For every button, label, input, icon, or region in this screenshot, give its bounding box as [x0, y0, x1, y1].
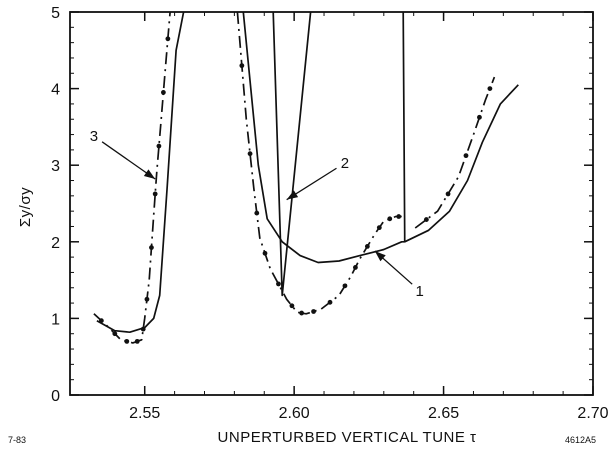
y-tick-label: 4	[51, 82, 60, 99]
series-3-dot	[165, 36, 171, 42]
annotation-arrowhead-2	[286, 190, 299, 200]
series-3-dot	[156, 143, 162, 149]
curve-label-1: 1	[415, 283, 423, 300]
dot-markers	[98, 36, 493, 344]
series-3-dot	[311, 309, 316, 314]
series-3-dot	[112, 331, 118, 337]
y-tick-label: 0	[51, 388, 60, 405]
series-3-dot	[445, 191, 451, 197]
series-3-dot	[353, 265, 358, 270]
series-3-line	[236, 12, 402, 315]
series-3-dot	[140, 326, 146, 332]
series-3-dot	[160, 90, 166, 95]
annotation-arrowhead-1	[374, 250, 386, 262]
series-3-dot	[342, 283, 348, 289]
y-axis-ticks: 0 1 2 3 4 5	[51, 5, 593, 405]
series-3-dot	[144, 296, 150, 302]
x-tick-label: 2.70	[577, 405, 608, 422]
series-3-dot	[239, 63, 245, 69]
x-tick-label: 2.60	[279, 405, 310, 422]
series-3-dot	[289, 303, 295, 309]
series-3-dot	[98, 318, 104, 324]
series-3-dot	[152, 191, 158, 197]
y-tick-label: 3	[51, 158, 60, 175]
corner-label-right: 4612A5	[565, 435, 596, 445]
series-3-dot	[327, 299, 333, 305]
y-tick-label: 5	[51, 5, 60, 22]
series-3-dot	[134, 338, 140, 344]
series-3-dot	[477, 114, 482, 120]
curve-label-3: 3	[90, 128, 98, 145]
y-tick-label: 2	[51, 235, 60, 252]
series-3-dot	[299, 310, 305, 316]
series-3-dot	[487, 86, 493, 91]
y-axis-label: Σy/σy	[17, 187, 34, 227]
plot-frame	[69, 11, 594, 396]
x-axis-label: UNPERTURBED VERTICAL TUNE τ	[218, 429, 477, 446]
series-2-line	[272, 12, 312, 297]
plot-border	[69, 11, 594, 396]
series-3-line	[414, 76, 496, 229]
annotations: 1 2 3	[90, 128, 424, 300]
series-1-line	[96, 12, 185, 334]
series-3-dot	[396, 214, 402, 219]
series-3-line	[93, 12, 171, 344]
x-axis-ticks: 2.55 2.60 2.65 2.70	[129, 12, 609, 422]
y-tick-label: 1	[51, 311, 60, 328]
series-3-dot	[387, 216, 393, 222]
corner-label-left: 7-83	[8, 435, 26, 445]
series-1-line	[404, 84, 519, 243]
annotation-arrowhead-3	[143, 169, 156, 179]
series-3-dot	[254, 210, 260, 216]
series-3-dot	[247, 151, 253, 157]
series-3-dot	[276, 281, 281, 287]
x-tick-label: 2.65	[428, 405, 459, 422]
curve-label-2: 2	[341, 155, 349, 172]
series-3-dot	[463, 153, 469, 159]
series-3-dot	[124, 338, 130, 344]
series-3-dot	[149, 245, 154, 250]
series-3-dot	[423, 217, 429, 222]
series-3-dot	[376, 225, 382, 231]
x-tick-label: 2.55	[129, 405, 160, 422]
series-3-dot	[364, 243, 370, 249]
series-3-dot	[262, 250, 268, 256]
series-group	[93, 12, 519, 344]
